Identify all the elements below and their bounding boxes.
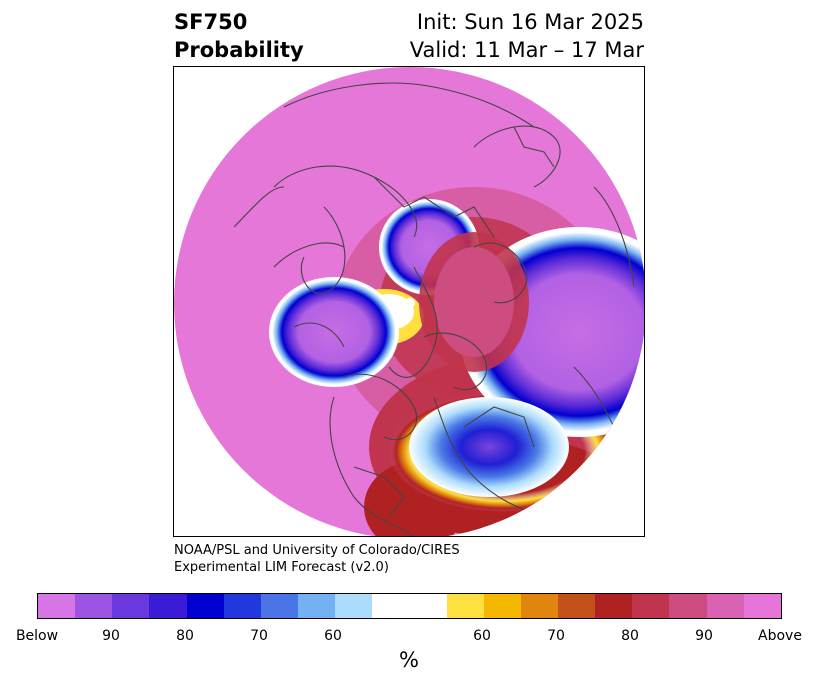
colorbar-segment xyxy=(149,594,187,618)
colorbar-segment xyxy=(409,594,447,618)
title-type: Probability xyxy=(174,38,304,62)
valid-range: Valid: 11 Mar – 17 Mar xyxy=(409,38,644,62)
colorbar-tick-label: 60 xyxy=(473,628,491,644)
polar-map xyxy=(174,67,644,536)
colorbar-segment xyxy=(75,594,113,618)
colorbar-unit: % xyxy=(399,648,419,672)
colorbar-tick-label: 90 xyxy=(102,628,120,644)
colorbar-segment xyxy=(557,594,596,618)
colorbar-segment xyxy=(372,594,410,618)
colorbar-segment xyxy=(223,594,261,618)
globe-field xyxy=(174,67,644,536)
colorbar-tick-label: 80 xyxy=(176,628,194,644)
colorbar-segment xyxy=(706,594,744,618)
credit-text: NOAA/PSL and University of Colorado/CIRE… xyxy=(174,542,460,576)
forecast-dates: Init: Sun 16 Mar 2025 Valid: 11 Mar – 17… xyxy=(410,8,644,64)
colorbar-segment xyxy=(743,594,781,618)
colorbar-segment xyxy=(335,594,373,618)
colorbar-segment xyxy=(112,594,150,618)
colorbar-tick-label: Above xyxy=(758,628,802,644)
colorbar-segment xyxy=(595,594,633,618)
colorbar-segment xyxy=(483,594,521,618)
pole-marker xyxy=(405,298,415,308)
colorbar-segment xyxy=(297,594,336,618)
colorbar-tick-label: 90 xyxy=(695,628,713,644)
colorbar-segment xyxy=(186,594,224,618)
map-panel xyxy=(173,66,645,537)
colorbar-tick-label: 60 xyxy=(324,628,342,644)
colorbar-tick-label: 70 xyxy=(547,628,565,644)
colorbar-segment xyxy=(446,594,484,618)
map-title: SF750 Probability xyxy=(174,8,304,64)
credit-line-2: Experimental LIM Forecast (v2.0) xyxy=(174,560,389,575)
init-date: Init: Sun 16 Mar 2025 xyxy=(416,10,644,34)
title-variable: SF750 xyxy=(174,10,248,34)
colorbar-tick-label: Below xyxy=(15,628,59,644)
colorbar-segment xyxy=(632,594,670,618)
colorbar-segment xyxy=(669,594,707,618)
probability-colorbar xyxy=(37,593,782,619)
colorbar-tick-label: 70 xyxy=(250,628,268,644)
colorbar-segment xyxy=(38,594,76,618)
colorbar-tick-label: 80 xyxy=(621,628,639,644)
colorbar-segment xyxy=(520,594,558,618)
colorbar-segment xyxy=(260,594,298,618)
credit-line-1: NOAA/PSL and University of Colorado/CIRE… xyxy=(174,543,460,558)
